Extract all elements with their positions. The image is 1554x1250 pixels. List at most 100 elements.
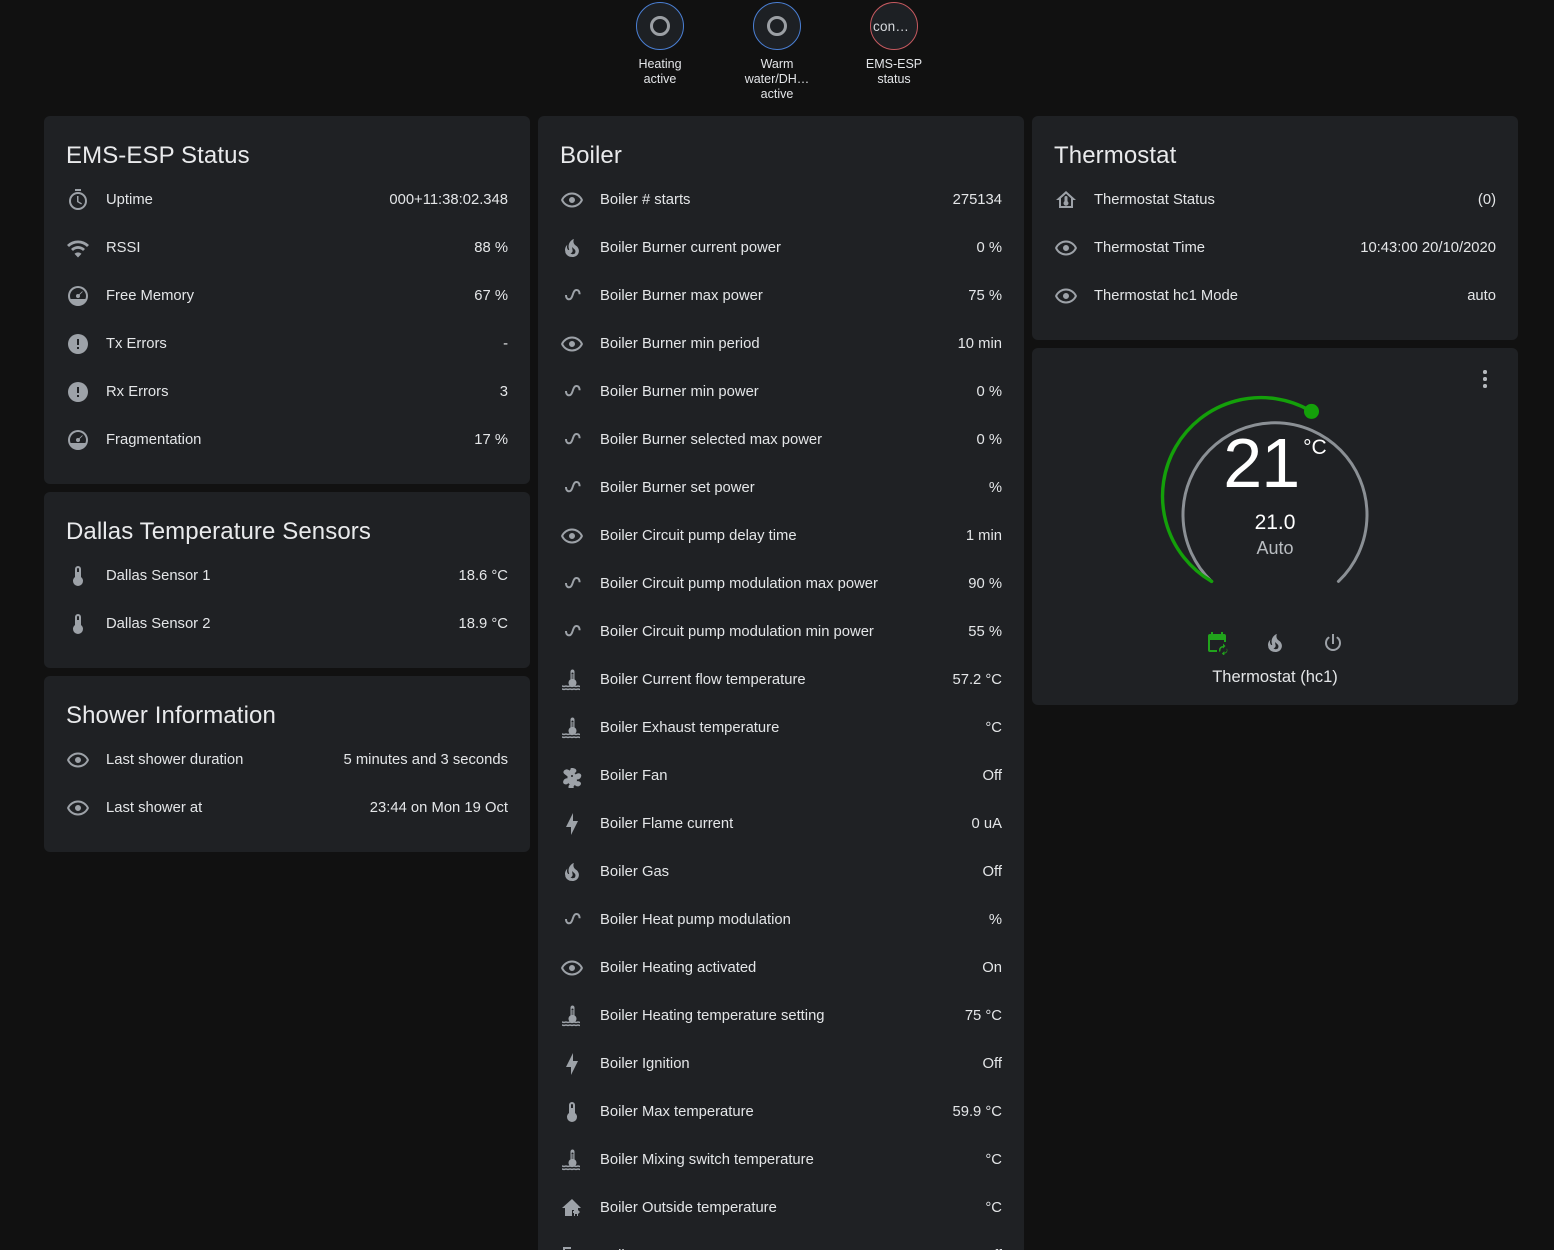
entity-row[interactable]: Boiler Gas Off [556,848,1006,896]
entity-value[interactable]: 0 uA [971,816,1002,832]
entity-row[interactable]: Last shower duration 5 minutes and 3 seco… [62,736,512,784]
entity-row[interactable]: Free Memory 67 % [62,272,512,320]
entity-value[interactable]: Off [982,1056,1002,1072]
dots-vertical-icon[interactable] [1474,366,1496,392]
entity-value[interactable]: 5 minutes and 3 seconds [343,752,508,768]
entity-value[interactable]: On [982,960,1002,976]
sine-wave-icon [560,620,600,644]
flame-icon [560,860,600,884]
dial-progress [1160,395,1313,584]
entity-name: Boiler Circuit pump modulation min power [600,624,874,640]
entity-value[interactable]: (0) [1477,192,1496,208]
entity-row[interactable]: Tx Errors - [62,320,512,368]
entity-row[interactable]: Boiler Heating temperature setting 75 °C [556,992,1006,1040]
entity-row[interactable]: RSSI 88 % [62,224,512,272]
entity-value[interactable]: 88 % [474,240,508,256]
entity-row[interactable]: Boiler Ignition Off [556,1040,1006,1088]
badge-heating-active[interactable]: Heating active [613,2,708,102]
entity-row[interactable]: Dallas Sensor 2 18.9 °C [62,600,512,648]
dial-handle[interactable] [1304,403,1319,419]
entity-value[interactable]: 17 % [474,432,508,448]
entity-row[interactable]: Boiler POff [556,1232,1006,1250]
badge-label: Warm water/DH… active [744,57,810,101]
entity-row[interactable]: Boiler Burner selected max power 0 % [556,416,1006,464]
fan-icon [560,764,600,788]
entity-row[interactable]: Boiler Burner max power 75 % [556,272,1006,320]
entity-value[interactable]: 0 % [976,240,1003,256]
entity-value[interactable]: 275134 [952,192,1002,208]
power-icon[interactable] [1320,630,1346,656]
entity-row[interactable]: Boiler Max temperature 59.9 °C [556,1088,1006,1136]
entity-value[interactable]: 90 % [968,576,1002,592]
entity-name: Boiler Circuit pump modulation max power [600,576,878,592]
entity-name: Boiler Flame current [600,816,734,832]
entity-value[interactable]: 18.9 °C [458,616,508,632]
thermostat-dial[interactable]: 21 °C 21.0 Auto [1150,368,1400,618]
entity-value[interactable]: 3 [499,384,508,400]
entity-value[interactable]: % [988,912,1002,928]
entity-value[interactable]: °C [985,720,1002,736]
entity-row[interactable]: Boiler Circuit pump modulation min power… [556,608,1006,656]
entity-value[interactable]: - [503,336,508,352]
entity-value[interactable]: Off [973,1248,1002,1250]
entity-row[interactable]: Thermostat hc1 Mode auto [1050,272,1500,320]
entity-row[interactable]: Thermostat Time 10:43:00 20/10/2020 [1050,224,1500,272]
badge-ems-esp-status[interactable]: conne… EMS-ESP status [847,2,942,102]
entity-row[interactable]: Boiler Heating activated On [556,944,1006,992]
entity-row[interactable]: Boiler Heat pump modulation% [556,896,1006,944]
entity-value[interactable]: 18.6 °C [458,568,508,584]
entity-value[interactable]: 59.9 °C [952,1104,1002,1120]
badge-state-text: conne… [873,18,915,34]
entity-name: Uptime [106,192,153,208]
card-title: Shower Information [66,702,276,729]
entity-value[interactable]: °C [985,1200,1002,1216]
entity-value[interactable]: 10 min [957,336,1002,352]
entity-row[interactable]: Rx Errors 3 [62,368,512,416]
entity-value[interactable]: 1 min [965,528,1002,544]
card-title: Dallas Temperature Sensors [66,518,371,545]
entity-value[interactable]: 55 % [968,624,1002,640]
entity-row[interactable]: Boiler Exhaust temperature °C [556,704,1006,752]
entity-value[interactable]: 0 % [976,384,1003,400]
entity-row[interactable]: Boiler Burner set power% [556,464,1006,512]
entity-value[interactable]: 67 % [474,288,508,304]
entity-row[interactable]: Boiler Burner min period 10 min [556,320,1006,368]
entity-value[interactable]: 75 % [968,288,1002,304]
entity-value[interactable]: 75 °C [964,1008,1002,1024]
entity-value[interactable]: 57.2 °C [952,672,1002,688]
entity-value[interactable]: 10:43:00 20/10/2020 [1360,240,1496,256]
entity-row[interactable]: Boiler Circuit pump modulation max power… [556,560,1006,608]
entity-row[interactable]: Uptime 000+11:38:02.348 [62,176,512,224]
entity-row[interactable]: Fragmentation 17 % [62,416,512,464]
badge-circle: conne… [870,2,918,50]
thermometer-icon [66,564,106,588]
entity-row[interactable]: Boiler Burner min power 0 % [556,368,1006,416]
entity-value[interactable]: Off [982,768,1002,784]
entity-value[interactable]: 23:44 on Mon 19 Oct [369,800,508,816]
entity-row[interactable]: Dallas Sensor 1 18.6 °C [62,552,512,600]
entity-value[interactable]: % [988,480,1002,496]
entity-row[interactable]: Last shower at 23:44 on Mon 19 Oct [62,784,512,832]
entity-row[interactable]: Boiler Current flow temperature 57.2 °C [556,656,1006,704]
entity-row[interactable]: Boiler Fan Off [556,752,1006,800]
entity-value[interactable]: 000+11:38:02.348 [389,192,508,208]
entity-row[interactable]: Boiler Mixing switch temperature °C [556,1136,1006,1184]
entity-row[interactable]: Thermostat Status (0) [1050,176,1500,224]
entity-row[interactable]: Boiler Outside temperature °C [556,1184,1006,1232]
dial-arc[interactable] [1150,368,1400,618]
alert-circle-icon [66,380,106,404]
entity-value[interactable]: Off [982,864,1002,880]
entity-row[interactable]: Boiler Flame current 0 uA [556,800,1006,848]
entity-name: Boiler Burner set power [600,480,755,496]
entity-value[interactable]: °C [985,1152,1002,1168]
entity-row[interactable]: Boiler Circuit pump delay time 1 min [556,512,1006,560]
entity-row[interactable]: Boiler Burner current power 0 % [556,224,1006,272]
entity-row[interactable]: Boiler # starts 275134 [556,176,1006,224]
entity-value[interactable]: 0 % [976,432,1003,448]
badge-warm-water-active[interactable]: Warm water/DH… active [730,2,825,102]
thermostat-mode-buttons [1204,630,1346,656]
calendar-sync-icon[interactable] [1204,630,1230,656]
flame-icon[interactable] [1262,630,1288,656]
dial-track [1181,421,1369,583]
entity-value[interactable]: auto [1467,288,1496,304]
